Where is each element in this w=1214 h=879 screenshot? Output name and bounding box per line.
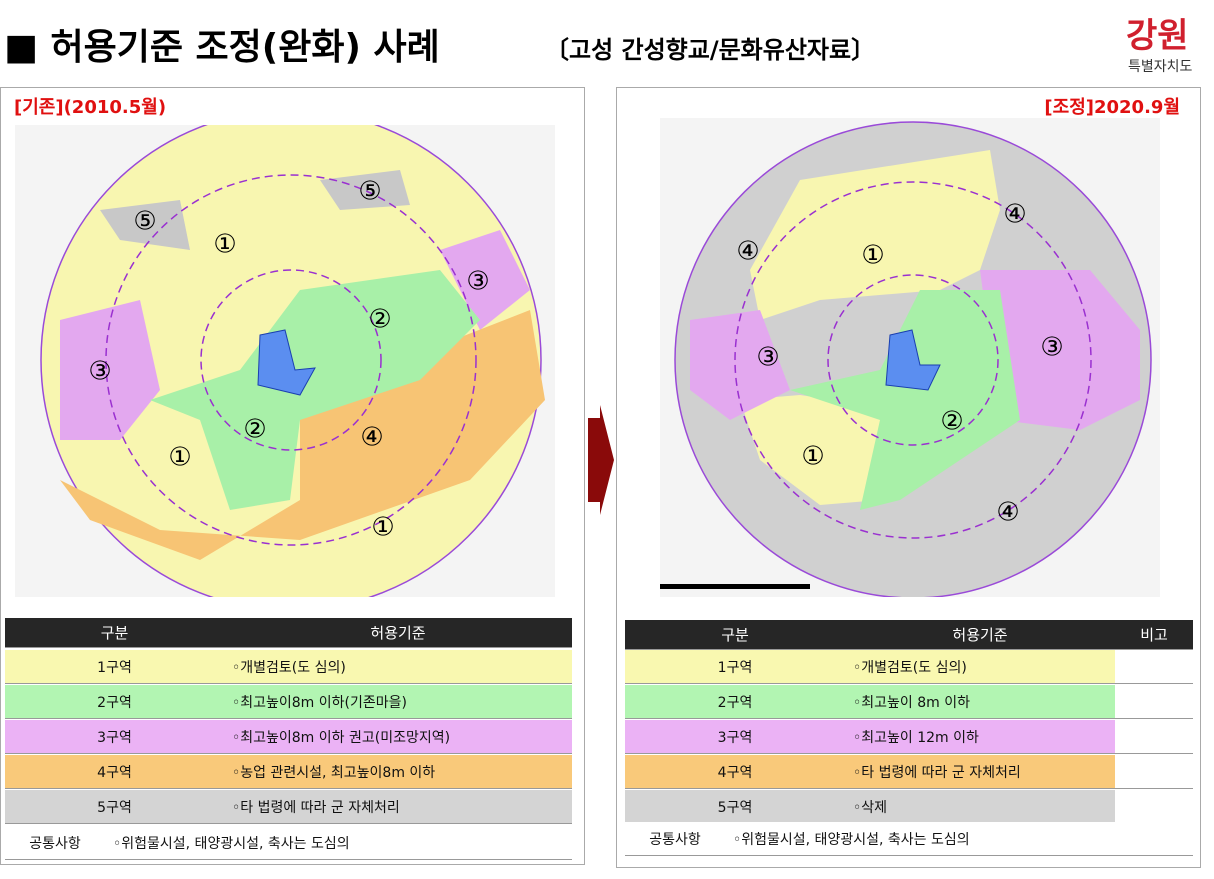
zone-marker: ② — [243, 415, 266, 445]
table-cell: 4구역 — [625, 755, 845, 789]
table-cell: ◦개별검토(도 심의) — [224, 650, 572, 684]
zone-marker: ③ — [1040, 333, 1063, 363]
table-cell: ◦농업 관련시설, 최고높이8m 이하 — [224, 755, 572, 789]
table-cell: ◦타 법령에 따라 군 자체처리 — [845, 755, 1115, 789]
table-cell: 3구역 — [625, 720, 845, 754]
table-cell — [1115, 790, 1193, 824]
table-cell: 허용기준 — [224, 618, 572, 648]
zone-marker: ④ — [360, 423, 383, 453]
zone-marker: ④ — [996, 498, 1019, 528]
table-cell: ◦위험물시설, 태양광시설, 축사는 도심의 — [105, 826, 572, 860]
table-cell: 3구역 — [5, 720, 224, 754]
logo-sub: 특별자치도 — [1128, 59, 1193, 75]
table-cell: 공통사항 — [5, 826, 105, 860]
table-cell: ◦최고높이8m 이하 권고(미조망지역) — [224, 720, 572, 754]
zone-marker: ① — [168, 443, 191, 473]
table-cell: ◦개별검토(도 심의) — [845, 650, 1115, 684]
zone-marker: ⑤ — [358, 177, 381, 207]
zone-marker: ② — [368, 305, 391, 335]
zone-marker: ④ — [736, 237, 759, 267]
table-cell — [1115, 755, 1193, 789]
table-cell: ◦최고높이8m 이하(기존마을) — [224, 685, 572, 719]
logo: 강원 — [1126, 16, 1189, 56]
left-panel — [0, 87, 585, 865]
table-cell: 1구역 — [625, 650, 845, 684]
zone-marker: ③ — [756, 343, 779, 373]
table-cell — [1115, 650, 1193, 684]
table-cell: 공통사항 — [625, 822, 725, 856]
zone-marker: ④ — [1003, 200, 1026, 230]
table-cell: ◦최고높이 8m 이하 — [845, 685, 1115, 719]
table-cell: ◦타 법령에 따라 군 자체처리 — [224, 790, 572, 824]
left-map — [15, 125, 555, 597]
right-label: [조정]2020.9월 — [1044, 97, 1180, 118]
zone-marker: ① — [861, 241, 884, 271]
table-cell: 5구역 — [625, 790, 845, 824]
table-cell — [1115, 685, 1193, 719]
table-cell: ◦최고높이 12m 이하 — [845, 720, 1115, 754]
table-cell: 2구역 — [625, 685, 845, 719]
table-cell: 구분 — [625, 620, 845, 650]
table-cell: 4구역 — [5, 755, 224, 789]
right-map — [660, 118, 1160, 597]
table-cell: ◦위험물시설, 태양광시설, 축사는 도심의 — [725, 822, 1193, 856]
table-cell: 5구역 — [5, 790, 224, 824]
zone-marker: ① — [371, 513, 394, 543]
right-panel — [616, 87, 1201, 868]
scale-bar — [660, 584, 810, 589]
left-label: [기존](2010.5월) — [14, 97, 166, 118]
zone-marker: ③ — [88, 357, 111, 387]
arrow — [588, 405, 614, 515]
table-cell: ◦삭제 — [845, 790, 1115, 824]
zone-marker: ② — [940, 407, 963, 437]
subtitle: 〔고성 간성향교/문화유산자료〕 — [545, 36, 876, 64]
table-cell: 허용기준 — [845, 620, 1115, 650]
zone-marker: ⑤ — [133, 207, 156, 237]
table-cell — [1115, 720, 1193, 754]
zone-marker: ① — [801, 442, 824, 472]
zone-marker: ① — [213, 230, 236, 260]
table-cell: 비고 — [1115, 620, 1193, 650]
zone-marker: ③ — [466, 267, 489, 297]
table-cell: 2구역 — [5, 685, 224, 719]
title: ■ 허용기준 조정(완화) 사례 — [4, 27, 440, 68]
table-cell: 1구역 — [5, 650, 224, 684]
table-cell: 구분 — [5, 618, 224, 648]
